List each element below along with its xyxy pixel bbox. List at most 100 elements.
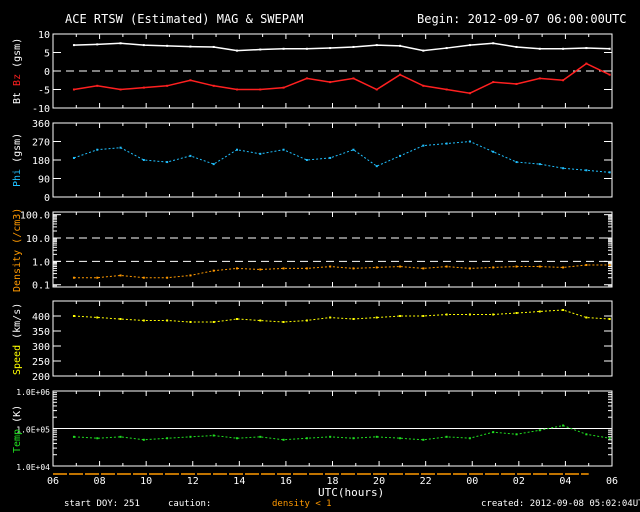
data-point-density (375, 266, 378, 269)
data-point-bz (562, 79, 565, 82)
data-point-bz (492, 81, 495, 84)
data-point-bz (212, 84, 215, 87)
data-point-speed (422, 315, 425, 317)
panel-frame-density (52, 211, 613, 288)
data-point-speed (492, 313, 495, 316)
x-tick-label: 14 (233, 476, 245, 487)
begin-time: Begin: 2012-09-07 06:00:00UTC (417, 12, 627, 26)
data-point-phi (422, 144, 425, 147)
data-point-speed (212, 321, 215, 323)
data-point-temp (585, 433, 588, 436)
data-point-phi (259, 152, 262, 155)
data-point-speed (445, 313, 448, 316)
data-point-phi (305, 159, 308, 161)
y-label-part: Speed (12, 338, 23, 375)
data-point-bt (166, 44, 169, 47)
data-point-phi (492, 150, 495, 153)
data-point-speed (259, 319, 262, 322)
series-bt (73, 42, 610, 52)
data-point-bz (166, 84, 169, 87)
data-point-bt (236, 49, 239, 52)
data-point-speed (585, 316, 588, 319)
data-point-bt (119, 42, 122, 45)
data-point-temp (142, 438, 145, 441)
start-doy: start DOY: 251 (64, 499, 140, 509)
data-point-bz (515, 82, 518, 85)
data-point-speed (282, 321, 285, 323)
data-point-density (562, 266, 565, 269)
data-point-temp (608, 437, 611, 440)
y-axis-label-mag: Bt Bz (gsm) (12, 38, 23, 104)
data-point-bt (305, 47, 308, 50)
data-point-bz (142, 86, 145, 89)
data-point-phi (72, 156, 75, 159)
y-tick-label: 0.1 (32, 281, 50, 292)
data-point-bz (282, 86, 285, 89)
y-label-part: Phi (12, 162, 23, 187)
series-bz (73, 62, 610, 94)
y-label-part: Bt (12, 85, 23, 104)
data-point-phi (236, 148, 239, 151)
data-point-bt (538, 47, 541, 50)
data-point-temp (72, 435, 75, 438)
data-point-bz (96, 84, 99, 87)
data-point-phi (119, 146, 122, 149)
x-tick-label: 22 (420, 476, 432, 487)
data-point-phi (189, 154, 192, 157)
data-point-density (142, 276, 145, 279)
data-point-temp (189, 435, 192, 438)
data-point-density (399, 265, 402, 268)
x-tick-label: 06 (47, 476, 59, 487)
data-point-bz (375, 88, 378, 91)
data-point-speed (72, 315, 75, 317)
data-point-bz (189, 79, 192, 82)
data-point-speed (305, 319, 308, 322)
x-axis-label: UTC(hours) (318, 486, 385, 499)
data-point-temp (282, 438, 285, 441)
data-point-bz (305, 77, 308, 80)
data-point-density (608, 263, 611, 266)
data-point-density (468, 267, 471, 270)
x-tick-label: 04 (559, 476, 571, 487)
x-tick-label: 00 (466, 476, 478, 487)
data-point-bt (562, 47, 565, 50)
data-point-speed (538, 310, 541, 313)
data-point-density (492, 266, 495, 269)
data-point-bt (329, 47, 332, 50)
data-point-speed (329, 316, 332, 319)
x-tick-label: 08 (94, 476, 106, 487)
data-point-temp (515, 433, 518, 436)
y-axis-label-temp: Temp (K) (12, 404, 23, 452)
data-point-temp (375, 435, 378, 438)
data-point-temp (259, 435, 262, 438)
data-point-bt (352, 45, 355, 48)
data-point-speed (515, 312, 518, 314)
data-point-bz (119, 88, 122, 91)
data-point-density (445, 265, 448, 268)
data-point-bz (329, 81, 332, 84)
y-tick-label: 10 (38, 30, 50, 41)
data-point-phi (445, 142, 448, 145)
x-tick-label: 02 (513, 476, 525, 487)
y-tick-label: 400 (32, 312, 50, 323)
y-tick-label: -10 (32, 104, 50, 115)
data-point-bt (259, 48, 262, 51)
y-label-part: (km/s) (12, 302, 23, 339)
data-point-temp (399, 437, 402, 440)
y-label-part: (gsm) (12, 132, 23, 163)
y-axis-label-density: Density (/cm3) (12, 207, 23, 291)
x-tick-label: 18 (326, 476, 338, 487)
data-point-speed (236, 318, 239, 320)
data-point-bt (375, 44, 378, 47)
data-point-temp (562, 424, 565, 427)
data-point-speed (399, 315, 402, 317)
data-point-speed (562, 309, 565, 311)
y-label-part: (K) (12, 404, 23, 423)
data-point-phi (585, 169, 588, 172)
y-tick-label: 1.0 (32, 257, 50, 268)
y-tick-label: -5 (38, 86, 50, 97)
data-point-density (329, 265, 332, 268)
x-tick-label: 16 (280, 476, 292, 487)
data-point-bz (399, 73, 402, 76)
